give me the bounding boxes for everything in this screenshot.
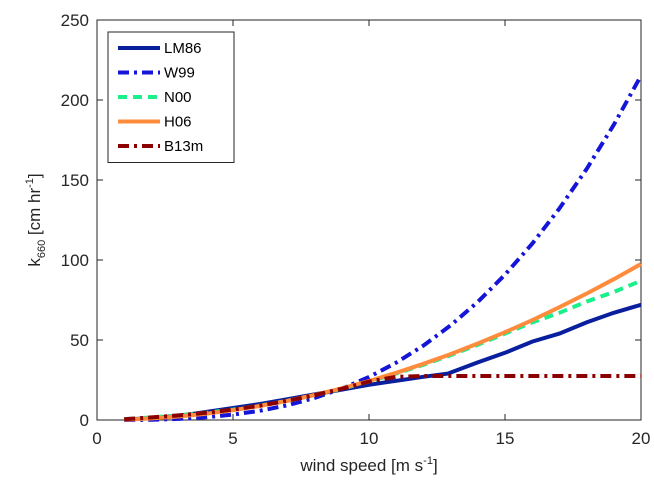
legend-item-w99: W99 — [118, 65, 195, 82]
x-tick-label: 20 — [632, 429, 651, 448]
y-axis: 0 50 100 150 200 250 — [61, 11, 641, 430]
y-tick-label: 100 — [61, 251, 89, 270]
x-tick-label: 10 — [360, 429, 379, 448]
y-axis-label: k660 [cm hr-1] — [24, 173, 48, 266]
series-layer — [124, 74, 643, 422]
y-tick-label: 250 — [61, 11, 89, 30]
y-tick-label: 0 — [80, 411, 89, 430]
legend-label: B13m — [164, 138, 203, 155]
x-axis-label-superscript: -1 — [423, 455, 433, 467]
y-axis-label-end: ] — [25, 173, 44, 178]
x-axis-label-main: wind speed [m s — [299, 456, 423, 475]
x-tick-label: 5 — [228, 429, 237, 448]
y-tick-label: 200 — [61, 91, 89, 110]
series-line-b13m — [124, 374, 641, 422]
legend-label: W99 — [164, 65, 195, 82]
legend-item-b13m: B13m — [118, 138, 203, 155]
x-axis-label-end: ] — [433, 456, 438, 475]
legend-item-n00: N00 — [118, 89, 192, 106]
series-line-h06 — [124, 262, 642, 422]
legend-item-lm86: LM86 — [118, 40, 202, 57]
y-axis-label-main: k — [25, 258, 44, 267]
x-axis: 0 5 10 15 20 — [92, 20, 650, 448]
legend-box — [107, 31, 235, 163]
y-tick-label: 50 — [70, 331, 89, 350]
legend-item-h06: H06 — [118, 114, 192, 131]
x-axis-label: wind speed [m s-1] — [299, 455, 437, 475]
y-axis-label-mid: [cm hr — [25, 188, 44, 240]
y-axis-label-subscript: 660 — [36, 240, 48, 258]
y-tick-label: 150 — [61, 171, 89, 190]
series-line-w99 — [124, 74, 643, 422]
x-tick-label: 0 — [92, 429, 101, 448]
legend-label: LM86 — [164, 40, 202, 57]
x-tick-label: 15 — [496, 429, 515, 448]
y-axis-label-superscript: -1 — [24, 178, 36, 188]
legend-label: H06 — [164, 114, 192, 131]
legend: LM86 W99 N00 H06 B13m — [107, 31, 235, 163]
legend-label: N00 — [164, 89, 192, 106]
